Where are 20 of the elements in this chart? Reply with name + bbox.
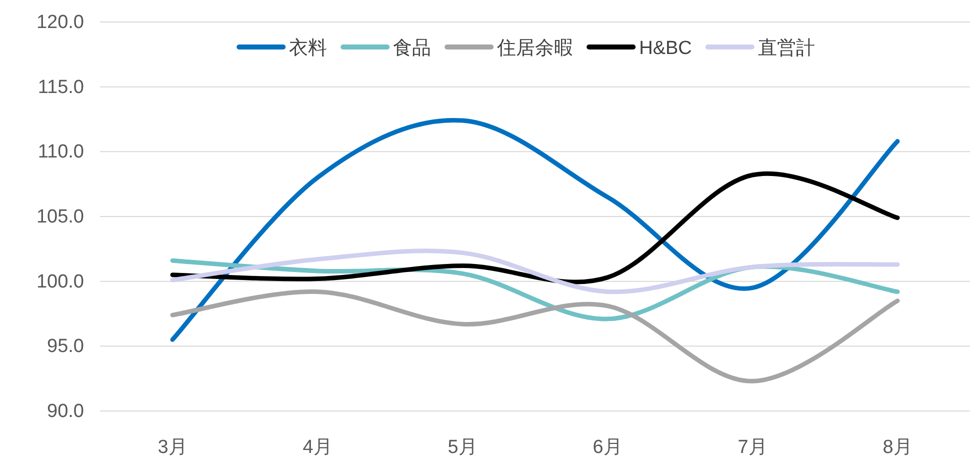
y-tick-label: 105.0 — [36, 206, 84, 228]
y-tick-label: 110.0 — [38, 142, 84, 163]
x-tick-label: 4月 — [302, 437, 332, 458]
legend-label: 直営計 — [758, 38, 815, 59]
line-series — [170, 289, 900, 384]
y-tick-label: 95.0 — [47, 336, 84, 358]
x-tick-label: 6月 — [592, 437, 622, 458]
line-series — [170, 118, 900, 342]
x-tick-label: 8月 — [882, 437, 912, 458]
x-tick-label: 7月 — [738, 437, 768, 458]
legend-label: H&BC — [639, 38, 692, 59]
y-tick-label: 120.0 — [36, 12, 84, 33]
legend-label: 衣料 — [289, 37, 328, 59]
y-tick-label: 90.0 — [47, 401, 84, 422]
legend-label: 住居余暇 — [496, 38, 574, 59]
x-tick-label: 3月 — [158, 437, 188, 458]
y-tick-label: 100.0 — [36, 271, 84, 292]
legend-label: 食品 — [393, 38, 432, 59]
y-tick-label: 115.0 — [38, 76, 84, 98]
x-tick-label: 5月 — [448, 437, 478, 458]
